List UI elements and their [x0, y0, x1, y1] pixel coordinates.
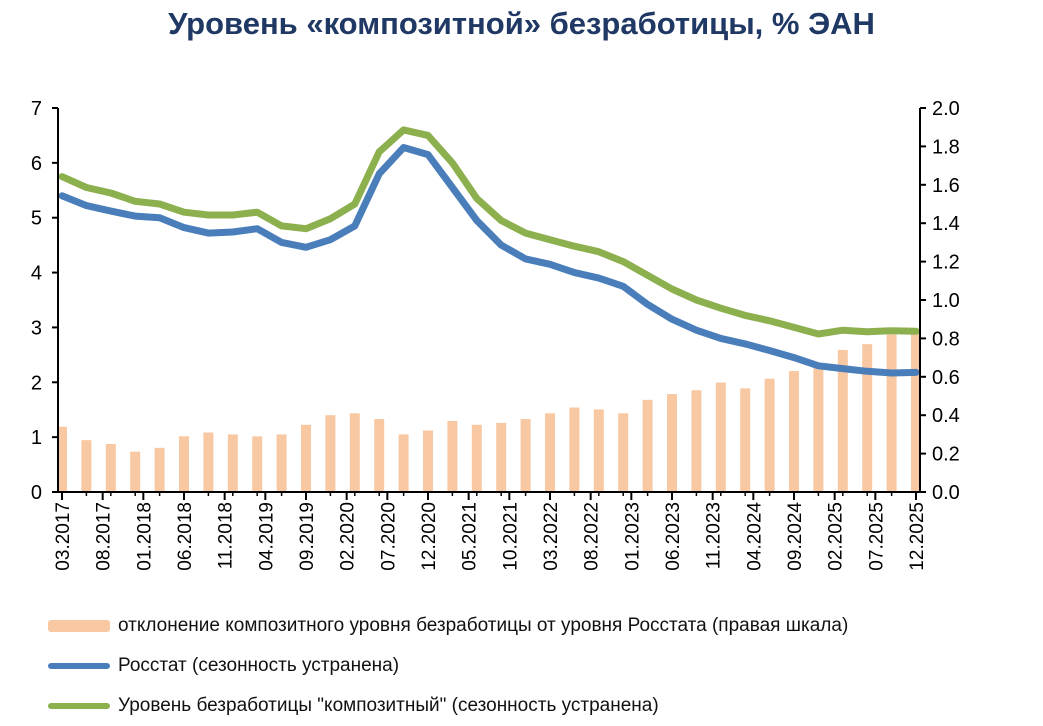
deviation-bar: [227, 434, 238, 492]
legend-swatch-composite: [48, 703, 110, 709]
right-tick-label: 0.0: [932, 482, 960, 504]
deviation-bar: [398, 434, 409, 492]
deviation-bar: [349, 413, 360, 492]
x-tick-label: 11.2018: [216, 502, 237, 569]
deviation-bar: [862, 344, 873, 492]
bars-layer: [57, 330, 921, 492]
legend-item-composite: Уровень безработицы "композитный" (сезон…: [48, 686, 1028, 726]
deviation-bar: [764, 378, 775, 492]
right-tick-label: 1.4: [932, 213, 960, 235]
deviation-bar: [130, 451, 141, 492]
x-tick-label: 11.2023: [704, 502, 725, 569]
deviation-bar: [545, 413, 555, 492]
x-tick-label: 12.2025: [907, 502, 928, 571]
legend: отклонение композитного уровня безработи…: [48, 606, 1028, 726]
x-tick-label: 05.2021: [460, 502, 481, 571]
x-tick-label: 12.2020: [419, 502, 440, 571]
deviation-bar: [252, 436, 263, 492]
deviation-bar: [471, 424, 482, 492]
x-tick-label: 09.2019: [297, 502, 318, 571]
legend-item-deviation: отклонение композитного уровня безработи…: [48, 606, 1028, 646]
deviation-bar: [886, 334, 897, 492]
deviation-bar: [447, 420, 458, 492]
deviation-bar: [715, 382, 726, 492]
deviation-bar: [374, 419, 385, 492]
x-tick-label: 04.2019: [256, 502, 277, 571]
deviation-bar: [789, 371, 799, 492]
deviation-bar: [691, 390, 702, 492]
deviation-bar: [642, 399, 653, 492]
x-tick-label: 03.2022: [541, 502, 562, 571]
right-tick-label: 0.6: [932, 367, 960, 389]
deviation-bar: [301, 424, 311, 492]
legend-swatch-rosstat: [48, 663, 110, 669]
deviation-bar: [618, 413, 629, 492]
lines-layer: [58, 126, 920, 377]
left-tick-label: 7: [31, 98, 42, 120]
deviation-bar: [740, 388, 751, 492]
deviation-bar: [57, 426, 67, 492]
chart-canvas: 0 1 2 3 4 5 6 7 0.0 0.2 0.4 0.6 0.8 1.0 1.2 1.4 1.6 1.8 2.…: [31, 98, 960, 571]
right-tick-label: 1.0: [932, 290, 960, 312]
deviation-bar: [837, 349, 848, 492]
deviation-bar: [423, 430, 433, 492]
x-tick-label: 02.2020: [338, 502, 359, 571]
right-tick-label: 0.4: [932, 405, 960, 427]
x-tick-label: 06.2018: [175, 502, 196, 571]
right-tick-label: 1.8: [932, 136, 960, 158]
axes-layer: 0 1 2 3 4 5 6 7 0.0 0.2 0.4 0.6 0.8 1.0 1.2 1.4 1.6 1.8 2.…: [31, 98, 960, 571]
x-tick-label: 09.2024: [785, 502, 806, 571]
deviation-bar: [276, 434, 287, 492]
right-tick-label: 0.8: [932, 328, 960, 350]
left-tick-label: 5: [31, 208, 42, 230]
x-tick-label: 04.2024: [744, 502, 765, 571]
x-tick-label: 10.2021: [500, 502, 521, 571]
x-tick-label: 03.2017: [53, 502, 74, 571]
x-tick-label: 08.2017: [94, 502, 115, 571]
deviation-bar: [325, 415, 336, 492]
legend-label-rosstat: Росстат (сезонность устранена): [118, 655, 400, 676]
left-tick-label: 3: [31, 317, 42, 339]
x-tick-label: 02.2025: [826, 502, 847, 571]
chart-title: Уровень «композитной» безработицы, % ЭАН: [168, 6, 875, 41]
x-tick-label: 01.2018: [134, 502, 155, 571]
x-tick-label: 07.2025: [866, 502, 887, 571]
x-tick-label: 08.2022: [582, 502, 603, 571]
deviation-bar: [911, 330, 921, 492]
left-tick-label: 6: [31, 153, 42, 175]
right-tick-label: 1.6: [932, 175, 960, 197]
left-tick-label: 0: [31, 482, 42, 504]
deviation-bar: [813, 367, 824, 492]
legend-item-rosstat: Росстат (сезонность устранена): [48, 646, 1028, 686]
left-tick-label: 1: [31, 427, 42, 449]
deviation-bar: [593, 409, 604, 492]
deviation-bar: [105, 444, 116, 492]
deviation-bar: [496, 422, 507, 492]
legend-swatch-deviation: [48, 620, 110, 632]
right-tick-label: 2.0: [932, 98, 960, 120]
left-tick-label: 2: [31, 372, 42, 394]
legend-label-deviation: отклонение композитного уровня безработи…: [118, 615, 849, 636]
left-tick-label: 4: [31, 263, 42, 285]
deviation-bar: [667, 394, 677, 492]
deviation-bar: [179, 436, 189, 492]
x-tick-label: 01.2023: [622, 502, 643, 571]
deviation-bar: [203, 432, 214, 492]
deviation-bar: [520, 419, 531, 492]
deviation-bar: [154, 447, 165, 492]
legend-label-composite: Уровень безработицы "композитный" (сезон…: [118, 695, 659, 716]
rosstat-series-line: [58, 144, 920, 377]
deviation-bar: [81, 440, 92, 492]
composite-series-line: [58, 126, 920, 338]
right-tick-label: 1.2: [932, 252, 960, 274]
deviation-bar: [569, 407, 580, 492]
right-tick-label: 0.2: [932, 444, 960, 466]
x-tick-label: 07.2020: [378, 502, 399, 571]
x-tick-label: 06.2023: [663, 502, 684, 571]
